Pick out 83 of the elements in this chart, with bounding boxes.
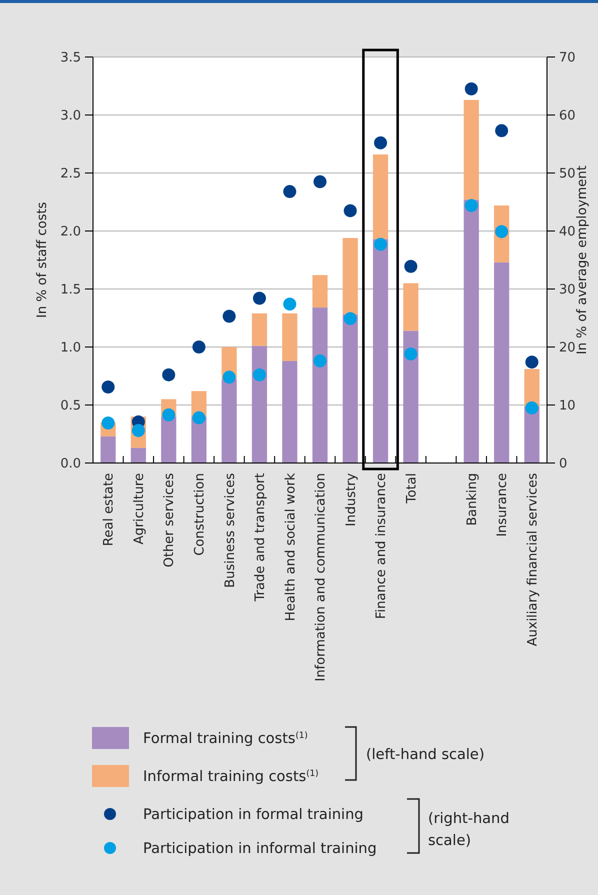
y2-tick-label: 20 [559,340,576,356]
y2-tick-label: 50 [559,166,576,182]
bar [372,239,388,463]
y2-tick-label: 70 [559,50,576,66]
x-tick-label: Health and social work [283,472,298,622]
x-tick-label: Construction [192,473,208,556]
y-axis-title: In % of staff costs [35,202,50,318]
point [374,238,388,251]
point [192,340,206,354]
y-tick-label: 3.0 [60,108,81,124]
bar [494,262,510,463]
x-tick-label: Total [404,473,420,504]
bar [282,313,298,361]
point [344,312,357,326]
x-tick-label: Other services [162,472,178,568]
bar [464,100,479,200]
point [222,370,236,384]
y-tick-label: 2.0 [60,224,81,240]
point [192,411,206,424]
x-tick-label: Insurance [495,473,510,537]
point [344,204,357,218]
bar [464,200,479,463]
text: (right-hand scale) [428,811,510,849]
point [525,401,538,414]
point [404,347,418,360]
y2-tick-label: 40 [559,224,576,240]
point [162,368,176,382]
point [283,185,296,198]
x-tick-label: Information and communication [314,473,329,682]
y2-tick-label: 30 [559,282,576,298]
x-tick-label: Finance and insurance [374,473,390,620]
bar [100,436,116,463]
bar [342,314,358,463]
point [102,416,115,430]
bar [252,346,268,463]
y2-axis-title: In % of average employment [575,166,590,354]
bar [342,238,358,315]
legend-label: Informal training costs$^{(1)}$ [143,769,319,785]
bar [312,275,328,308]
y-tick-label: 0.5 [60,398,81,414]
x-tick-label: Agriculture [132,473,147,544]
x-tick-label: Industry [344,472,359,526]
y2-tick-label: 60 [559,108,576,124]
point [222,310,236,323]
y-tick-label: 2.5 [60,166,81,182]
y-tick-label: 0.0 [60,456,81,472]
x-tick-label: Trade and transport [253,473,268,602]
bar [161,416,176,463]
bar [403,330,418,463]
legend-label: Formal training costs$^{(1)}$ [143,731,308,747]
point [464,82,478,96]
x-tick-label: Banking [464,473,480,526]
bar [372,154,388,240]
point [495,124,508,138]
bar [282,360,298,463]
point [495,225,508,238]
bar [130,448,146,463]
x-tick-label: Auxiliary financial services [525,472,540,646]
point [314,175,326,188]
legend-label: Participation in formal training [143,807,364,823]
y-tick-label: 3.5 [60,50,81,66]
point [374,136,388,150]
legend-label: Participation in informal training [143,841,377,857]
y2-tick-label: 0 [559,456,568,472]
point [252,292,266,305]
y2-tick-label: 10 [559,398,576,414]
point [525,356,538,369]
bar [524,369,540,406]
point [404,260,418,273]
point [102,380,115,394]
bar [252,313,268,346]
point [252,368,266,382]
bar [403,283,418,331]
text: (left-hand scale) [366,747,484,763]
y-tick-label: 1.5 [60,282,81,298]
bar [222,379,237,463]
point [283,298,296,311]
point [314,354,326,368]
y-tick-label: 1.0 [60,340,81,356]
x-tick-label: Business services [222,472,238,588]
point [464,198,478,212]
x-tick-label: Real estate [102,473,117,546]
bar [312,308,328,463]
